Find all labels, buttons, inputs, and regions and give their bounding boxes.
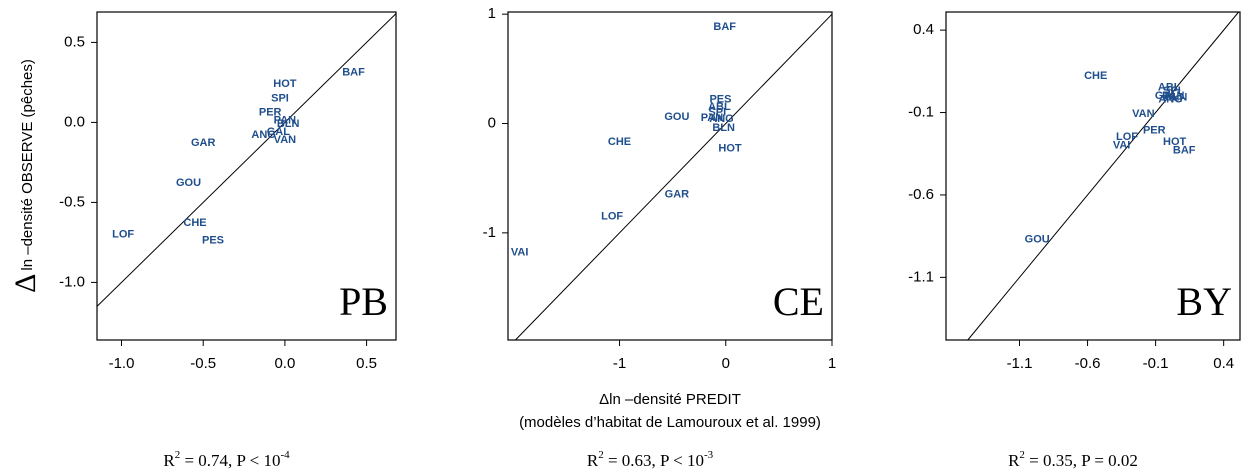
point-label: ANG xyxy=(709,113,733,125)
point-label: CHE xyxy=(183,217,206,229)
y-tick-label: -0.1 xyxy=(908,104,934,121)
point-label: VAI xyxy=(511,246,529,258)
annotation-text: = 0.74, P < 10 xyxy=(180,451,280,470)
point-label: GAL xyxy=(267,126,291,138)
point-label: GOU xyxy=(1025,233,1050,245)
x-tick-label: -1.0 xyxy=(109,355,135,372)
plot-frame xyxy=(507,11,833,341)
superscript: -3 xyxy=(704,449,714,461)
y-tick-label: 0.4 xyxy=(913,21,934,38)
point-label: GOU xyxy=(664,111,689,123)
point-label: SPI xyxy=(1163,85,1181,97)
stats-annotation: R2 = 0.63, P < 10-3 xyxy=(587,449,714,470)
point-label: GAL xyxy=(1155,90,1179,102)
x-tick-label: 0.0 xyxy=(274,355,295,372)
point-label: CHE xyxy=(1084,70,1107,82)
point-label: PAN xyxy=(274,115,296,127)
point-label: SPI xyxy=(708,106,726,118)
plot-frame xyxy=(96,11,397,341)
point-label: ABL xyxy=(708,101,731,113)
superscript: -4 xyxy=(280,449,290,461)
point-label: BAF xyxy=(342,67,365,79)
y-tick-label: 0 xyxy=(488,114,496,131)
point-label: VAN xyxy=(1132,108,1154,120)
y-tick-label: 1 xyxy=(488,5,496,22)
point-label: PES xyxy=(709,93,731,105)
x-tick-label: -0.1 xyxy=(1143,355,1169,372)
point-label: ABL xyxy=(1158,82,1181,94)
point-label: HOT xyxy=(273,78,297,90)
identity-line xyxy=(515,13,833,341)
point-label: ANG xyxy=(251,129,275,141)
point-label: BLN xyxy=(1165,92,1188,104)
x-axis-label: Δln –densité PREDIT xyxy=(599,391,741,408)
point-label: LOF xyxy=(112,228,134,240)
point-label: ANG xyxy=(1158,93,1182,105)
point-label: PES xyxy=(202,235,224,247)
stats-annotation: R2 = 0.35, P = 0.02 xyxy=(1008,449,1138,470)
x-tick-label: 0.5 xyxy=(356,355,377,372)
point-label: BLN xyxy=(277,118,300,130)
point-label: GAR xyxy=(191,137,216,149)
x-tick-label: -1 xyxy=(613,355,626,372)
point-label: BAF xyxy=(1173,144,1196,156)
point-label: HOT xyxy=(1163,136,1187,148)
y-label-symbol: Δ xyxy=(9,274,42,293)
plot-frame xyxy=(945,11,1241,341)
y-tick-label: 0.0 xyxy=(64,113,85,130)
point-label: PER xyxy=(259,107,282,119)
x-tick-label: 1 xyxy=(828,355,836,372)
point-label: HOT xyxy=(718,143,742,155)
y-tick-label: -1.0 xyxy=(59,273,85,290)
y-tick-label: 0.5 xyxy=(64,33,85,50)
superscript: 2 xyxy=(175,449,181,461)
point-label: BAF xyxy=(713,21,736,33)
point-label: GAR xyxy=(665,188,690,200)
y-tick-label: -0.6 xyxy=(908,186,934,203)
point-label: VAN xyxy=(274,134,296,146)
point-label: PER xyxy=(1143,125,1166,137)
point-label: PAN xyxy=(1162,90,1184,102)
point-label: BLN xyxy=(712,122,735,134)
x-tick-label: -1.1 xyxy=(1007,355,1033,372)
x-tick-label: -0.5 xyxy=(190,355,216,372)
y-tick-label: -1.1 xyxy=(908,268,934,285)
y-axis-label: Δln –densité OBSERVE (pêches) xyxy=(9,59,42,293)
y-tick-label: -1 xyxy=(483,224,496,241)
y-label: ln –densité OBSERVE (pêches) xyxy=(19,59,36,271)
point-label: CHE xyxy=(608,136,631,148)
annotation-text: = 0.63, P < 10 xyxy=(604,451,704,470)
annotation-text: = 0.35, P = 0.02 xyxy=(1025,451,1138,470)
x-tick-label: -0.6 xyxy=(1075,355,1101,372)
point-label: VAI xyxy=(1113,139,1131,151)
x-tick-label: 0.4 xyxy=(1213,355,1234,372)
point-label: GOU xyxy=(176,177,201,189)
stats-annotation: R2 = 0.74, P < 10-4 xyxy=(163,449,290,470)
superscript: 2 xyxy=(598,449,604,461)
point-label: PAN xyxy=(701,112,723,124)
panel-label: PB xyxy=(339,279,388,324)
annotation-text: R xyxy=(587,451,599,470)
superscript: 2 xyxy=(1019,449,1025,461)
panel-label: CE xyxy=(773,279,824,324)
y-tick-label: -0.5 xyxy=(59,193,85,210)
annotation-text: R xyxy=(163,451,175,470)
x-axis-label-2: (modèles d’habitat de Lamouroux et al. 1… xyxy=(519,414,821,431)
point-label: SPI xyxy=(271,92,289,104)
point-label: LOF xyxy=(601,210,623,222)
identity-line xyxy=(96,13,397,307)
annotation-text: R xyxy=(1008,451,1020,470)
point-label: LOF xyxy=(1116,131,1138,143)
identity-line xyxy=(967,11,1240,341)
x-tick-label: 0 xyxy=(722,355,730,372)
panel-label: BY xyxy=(1176,279,1232,324)
